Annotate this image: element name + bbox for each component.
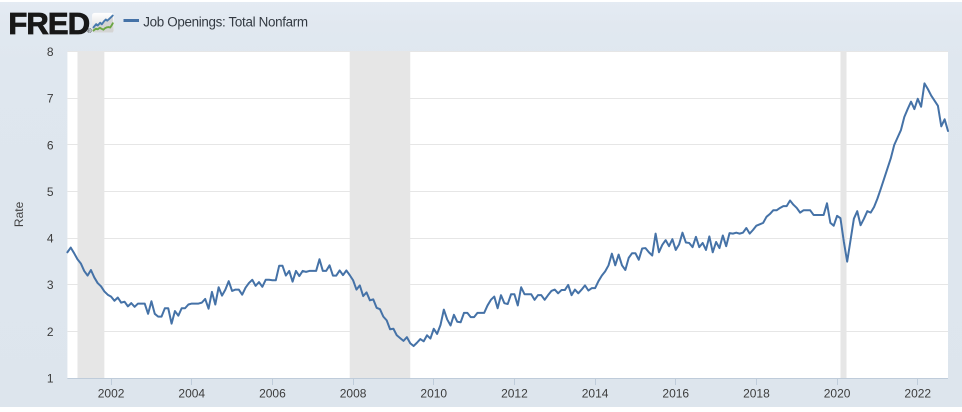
svg-text:Rate: Rate	[12, 201, 26, 227]
svg-text:2018: 2018	[743, 387, 770, 401]
svg-text:2012: 2012	[501, 387, 528, 401]
svg-text:2022: 2022	[904, 387, 931, 401]
svg-text:2010: 2010	[420, 387, 447, 401]
svg-text:2020: 2020	[824, 387, 851, 401]
svg-text:3: 3	[47, 278, 54, 292]
svg-text:6: 6	[47, 138, 54, 152]
svg-text:2: 2	[47, 325, 54, 339]
svg-text:2008: 2008	[340, 387, 367, 401]
svg-text:2014: 2014	[582, 387, 609, 401]
svg-text:1: 1	[47, 372, 54, 386]
svg-text:4: 4	[47, 232, 54, 246]
svg-text:2006: 2006	[259, 387, 286, 401]
svg-text:7: 7	[47, 92, 54, 106]
svg-text:2002: 2002	[98, 387, 125, 401]
svg-text:®: ®	[87, 27, 92, 35]
svg-text:Job Openings: Total Nonfarm: Job Openings: Total Nonfarm	[143, 14, 308, 29]
svg-text:8: 8	[47, 45, 54, 59]
svg-text:FRED: FRED	[8, 6, 89, 41]
svg-text:5: 5	[47, 185, 54, 199]
svg-text:2004: 2004	[178, 387, 205, 401]
svg-text:2016: 2016	[662, 387, 689, 401]
